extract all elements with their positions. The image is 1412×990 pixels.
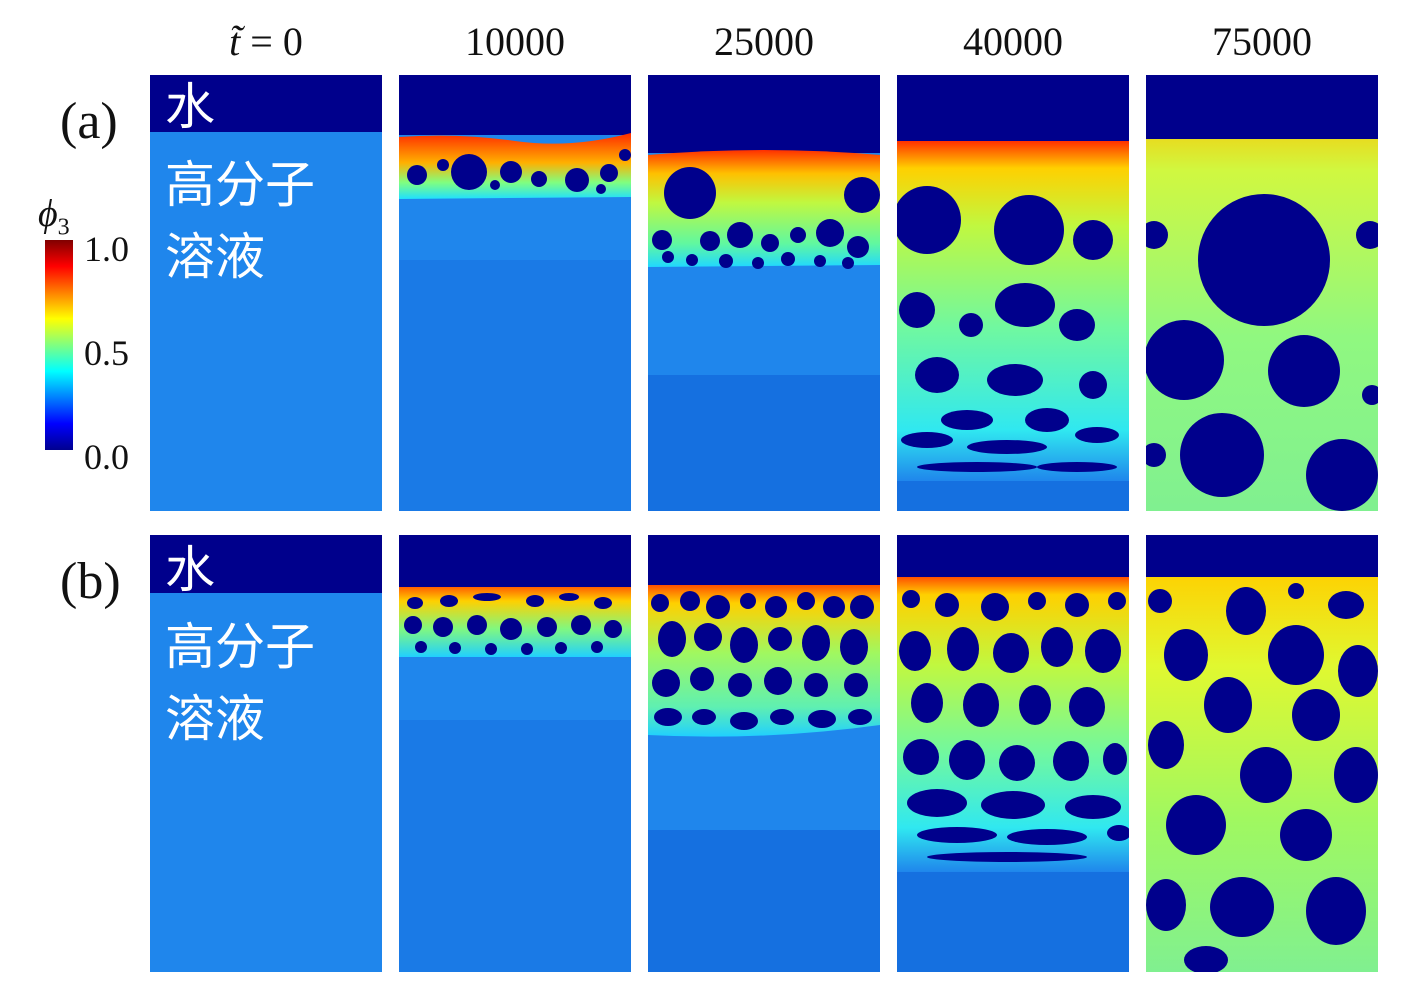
panel-b-t0-field: [150, 535, 382, 972]
panel-b-t40000: [897, 535, 1129, 972]
panel-a-t25000-field: [648, 75, 880, 511]
colorbar: [45, 240, 73, 450]
time-eq: = 0: [250, 19, 303, 64]
panel-a-t25000: [648, 75, 880, 511]
panel-b-t0: [150, 535, 382, 972]
panel-a-t75000-field: [1146, 75, 1378, 511]
colorbar-tick-max: 1.0: [84, 229, 129, 269]
panel-b-t10000: [399, 535, 631, 972]
time-label-4: 75000: [1212, 19, 1312, 64]
panel-b-t75000-field: [1146, 535, 1378, 972]
panel-b-t25000: [648, 535, 880, 972]
time-label-3: 40000: [963, 19, 1063, 64]
row-a-polymer-label-2: 溶液: [165, 228, 265, 286]
panel-a-t75000: [1146, 75, 1378, 511]
row-label-a: (a): [60, 93, 118, 150]
panel-a-t40000-field: [897, 75, 1129, 511]
colorbar-sub: 3: [57, 214, 70, 241]
panel-b-t40000-field: [897, 535, 1129, 972]
time-symbol: t̃: [229, 19, 241, 64]
panel-a-t0: [150, 75, 382, 511]
panel-a-t40000: [897, 75, 1129, 511]
colorbar-tick-min: 0.0: [84, 437, 129, 477]
time-label-0: t̃ = 0: [150, 18, 382, 65]
panel-b-t75000: [1146, 535, 1378, 972]
time-label-1: 10000: [465, 19, 565, 64]
colorbar-title: ϕ3: [38, 192, 70, 242]
panel-a-t0-field: [150, 75, 382, 511]
row-b-water-label: 水: [165, 541, 215, 599]
row-b-polymer-label-2: 溶液: [165, 690, 265, 748]
colorbar-var: ϕ: [38, 193, 58, 235]
colorbar-tick-mid: 0.5: [84, 333, 129, 373]
row-a-water-label: 水: [165, 78, 215, 136]
time-label-2: 25000: [714, 19, 814, 64]
panel-a-t10000: [399, 75, 631, 511]
row-a-polymer-label-1: 高分子: [165, 156, 315, 214]
panel-b-t25000-field: [648, 535, 880, 972]
panel-b-t10000-field: [399, 535, 631, 972]
row-label-b: (b): [60, 553, 121, 610]
row-b-polymer-label-1: 高分子: [165, 618, 315, 676]
panel-a-t10000-field: [399, 75, 631, 511]
